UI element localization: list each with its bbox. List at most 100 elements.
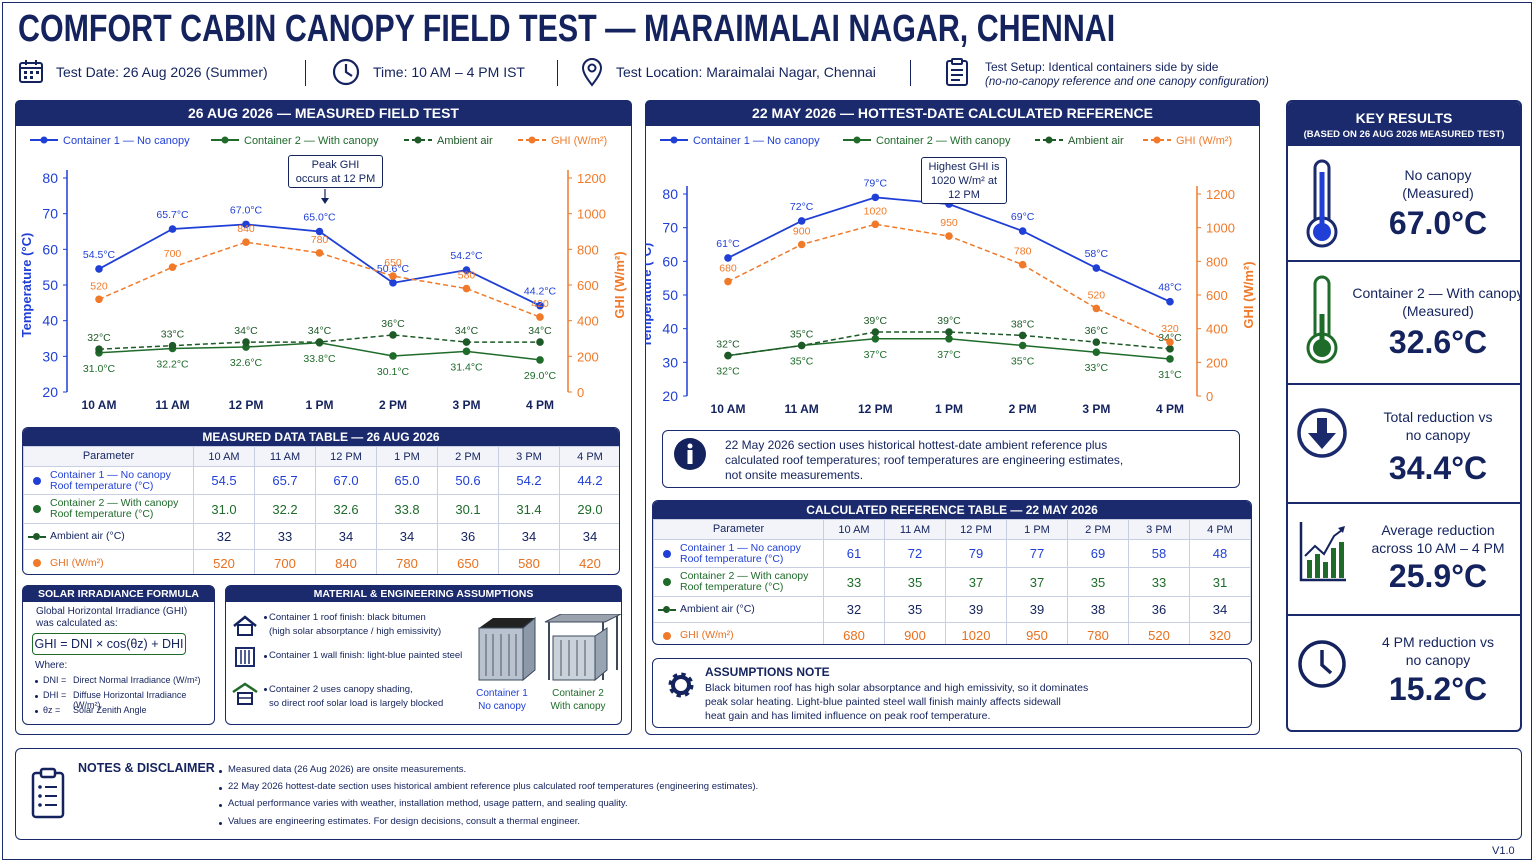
- table-cell: 31: [1189, 567, 1251, 597]
- icon-part: Container 2 — With canopy Roof temperatu…: [653, 567, 1251, 597]
- table-cell: 520: [1128, 622, 1190, 644]
- y2-tick-label: 600: [577, 278, 599, 293]
- icon-part: [1297, 408, 1347, 458]
- key-result-value: 15.2°C: [1388, 671, 1488, 707]
- table-header: Parameter: [653, 519, 824, 540]
- table-cell: 950: [1006, 622, 1068, 644]
- test-time: Time: 10 AM – 4 PM IST: [373, 64, 525, 80]
- value-label: 680: [719, 263, 737, 275]
- data-point: [871, 328, 880, 336]
- table-cell: 39: [1006, 596, 1068, 623]
- icon-part: [1299, 522, 1346, 582]
- test-date: Test Date: 26 Aug 2026 (Summer): [56, 64, 268, 80]
- location-icon: [581, 58, 603, 87]
- y2-tick-label: 1000: [577, 207, 606, 222]
- data-point: [536, 356, 544, 364]
- thermometer-icon: [1306, 159, 1338, 248]
- thermometer-icon: [1306, 275, 1338, 364]
- table-cell: 1020: [945, 622, 1007, 644]
- data-point: [536, 338, 544, 346]
- icon-part: [1338, 526, 1345, 533]
- row-marker: [28, 532, 46, 540]
- y2-tick-label: 400: [1206, 322, 1228, 337]
- value-label: 32°C: [716, 339, 740, 351]
- average-icon: [1299, 522, 1346, 582]
- value-label: 34°C: [1158, 332, 1182, 344]
- legend-marker: [670, 136, 678, 144]
- icon-part: [594, 627, 608, 682]
- y-tick-label: 30: [42, 348, 58, 364]
- y2-axis-title: GHI (W/m²): [1241, 261, 1256, 328]
- legend-marker: [528, 136, 536, 144]
- value-label: 58°C: [1085, 248, 1109, 260]
- container-illustration: [478, 614, 621, 682]
- table-header: 4 PM: [1189, 519, 1251, 540]
- value-label: 33.8°C: [303, 353, 336, 365]
- legend-label: Ambient air: [1068, 135, 1124, 147]
- value-label: 33°C: [161, 329, 185, 341]
- assumptions-text: Black bitumen roof has high solar absorp…: [705, 682, 1089, 722]
- table-cell: 61: [823, 539, 885, 568]
- info-note: 22 May 2026 section uses historical hott…: [725, 438, 1124, 482]
- icon-part: [1323, 562, 1328, 578]
- x-tick-label: 3 PM: [1082, 402, 1110, 416]
- chart-title: 22 MAY 2026 — HOTTEST-DATE CALCULATED RE…: [645, 100, 1260, 126]
- table-cell: 780: [1067, 622, 1129, 644]
- data-point: [462, 338, 471, 346]
- table-cell: 33.8: [376, 494, 438, 524]
- term-definition: Solar Zenith Angle: [73, 705, 147, 715]
- value-label: 950: [940, 217, 958, 229]
- value-label: 37°C: [864, 349, 888, 361]
- icon-part: Ambient air (°C) 32 33 34 34 36 34 34: [23, 523, 619, 550]
- materials-box: MATERIAL & ENGINEERING ASSUMPTIONS Conta…: [225, 585, 622, 725]
- data-point: [945, 232, 953, 240]
- term-definition: Diffuse Horizontal Irradiance (W/m²): [73, 690, 187, 710]
- data-point: [1018, 260, 1027, 269]
- data-point: [871, 220, 880, 229]
- info-icon: [674, 438, 706, 470]
- key-result-value: 25.9°C: [1388, 558, 1488, 594]
- data-point: [242, 238, 250, 246]
- y-tick-label: 80: [662, 186, 678, 202]
- value-label: 72°C: [790, 201, 814, 213]
- y-tick-label: 60: [42, 241, 58, 257]
- row-marker: [663, 549, 671, 558]
- icon-part: [36, 71, 39, 74]
- annotation-arrowhead: [321, 198, 329, 204]
- value-label: 520: [1088, 289, 1106, 301]
- page-title: COMFORT CABIN CANOPY FIELD TEST — MARAIM…: [18, 8, 1116, 50]
- table-cell: 32: [823, 596, 885, 623]
- key-result-label: Total reduction vs no canopy: [1383, 409, 1493, 443]
- value-label: 67.0°C: [230, 204, 263, 216]
- row-label: Container 1 — No canopy Roof temperature…: [23, 466, 194, 495]
- icon-part: [38, 794, 42, 798]
- y2-tick-label: 800: [577, 242, 599, 257]
- value-label: 61°C: [716, 238, 740, 250]
- table-cell: 36: [437, 523, 499, 550]
- table-cell: 420: [559, 549, 619, 574]
- bullet: [35, 710, 38, 713]
- row-marker: [33, 559, 41, 567]
- data-point: [168, 341, 177, 350]
- row-label: Container 2 — With canopy Roof temperatu…: [23, 494, 194, 524]
- row-marker: [33, 505, 41, 513]
- value-label: 32.6°C: [230, 357, 263, 369]
- x-tick-label: 12 PM: [229, 398, 264, 412]
- data-point: [242, 220, 250, 229]
- value-label: 700: [164, 248, 182, 260]
- separator: [1288, 614, 1520, 616]
- icon-part: [1331, 548, 1336, 578]
- data-point: [462, 266, 471, 274]
- value-label: 65.0°C: [303, 212, 336, 224]
- y2-tick-label: 1200: [1206, 187, 1235, 202]
- data-point: [315, 249, 324, 257]
- value-label: 900: [793, 226, 811, 238]
- note-item: Measured data (26 Aug 2026) are onsite m…: [228, 764, 467, 775]
- materials-icons: [232, 615, 258, 705]
- value-label: 31.0°C: [83, 363, 116, 375]
- data-point: [1166, 355, 1174, 363]
- key-results: KEY RESULTS (BASED ON 26 AUG 2026 MEASUR…: [1286, 100, 1522, 732]
- formula-title: SOLAR IRRADIANCE FORMULA: [23, 586, 214, 602]
- y2-tick-label: 600: [1206, 288, 1228, 303]
